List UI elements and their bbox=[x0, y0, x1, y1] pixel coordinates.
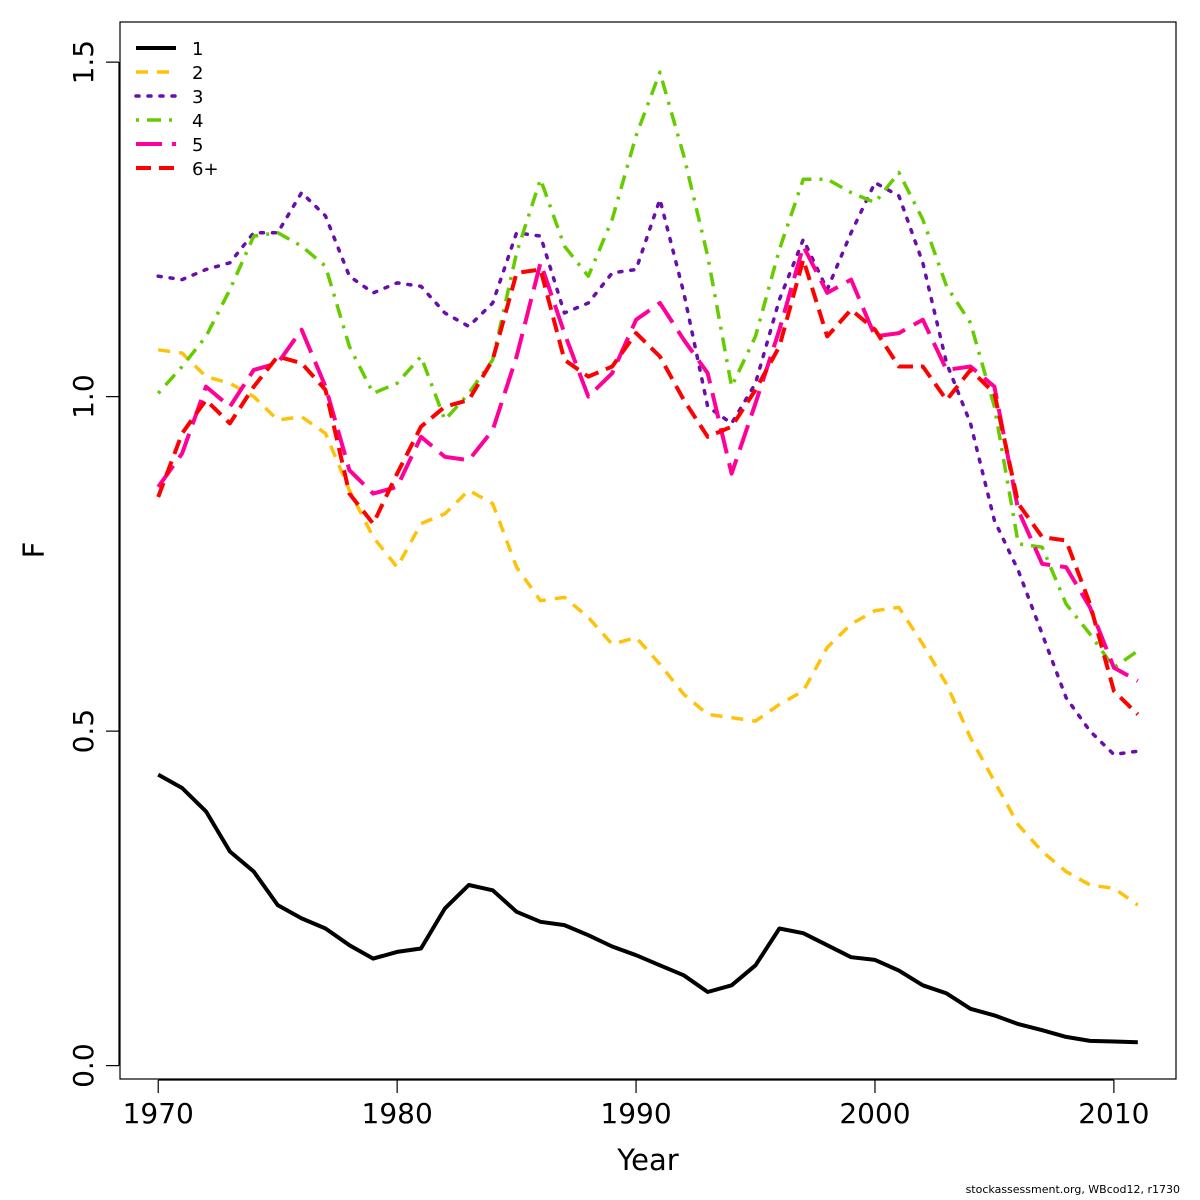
series-line-4 bbox=[156, 70, 1139, 670]
x-tick-label: 1990 bbox=[600, 1097, 671, 1130]
x-tick-label: 1980 bbox=[362, 1097, 433, 1130]
legend-label-4: 4 bbox=[192, 111, 203, 132]
x-axis-title: Year bbox=[616, 1143, 678, 1177]
x-axis: 1970 1980 1990 2000 2010 bbox=[123, 1079, 1150, 1130]
y-tick-label: 0.5 bbox=[67, 709, 100, 754]
legend-label-1: 1 bbox=[192, 39, 203, 60]
y-tick-label: 0.0 bbox=[67, 1043, 100, 1088]
x-tick-label: 1970 bbox=[123, 1097, 194, 1130]
legend-label-2: 2 bbox=[192, 63, 203, 84]
x-tick-label: 2000 bbox=[839, 1097, 910, 1130]
series-line-6 bbox=[156, 257, 1140, 716]
legend-label-6: 6+ bbox=[192, 159, 219, 180]
series-line-1 bbox=[157, 772, 1138, 1045]
series-line-3 bbox=[156, 180, 1140, 757]
legend: 1 2 3 4 5 6+ bbox=[134, 39, 219, 180]
legend-label-3: 3 bbox=[192, 87, 203, 108]
y-axis-title: F bbox=[17, 542, 51, 559]
plot-frame bbox=[119, 21, 1177, 1080]
y-tick-label: 1.0 bbox=[67, 374, 100, 419]
caption: stockassessment.org, WBcod12, r1730 bbox=[966, 1183, 1180, 1196]
y-tick-label: 1.5 bbox=[67, 40, 100, 85]
series-line-5 bbox=[156, 244, 1139, 683]
x-tick-label: 2010 bbox=[1078, 1097, 1149, 1130]
series-line-2 bbox=[157, 348, 1139, 907]
y-axis: 0.0 0.5 1.0 1.5 bbox=[67, 40, 120, 1088]
series-layer bbox=[156, 70, 1140, 1045]
legend-label-5: 5 bbox=[192, 135, 203, 156]
